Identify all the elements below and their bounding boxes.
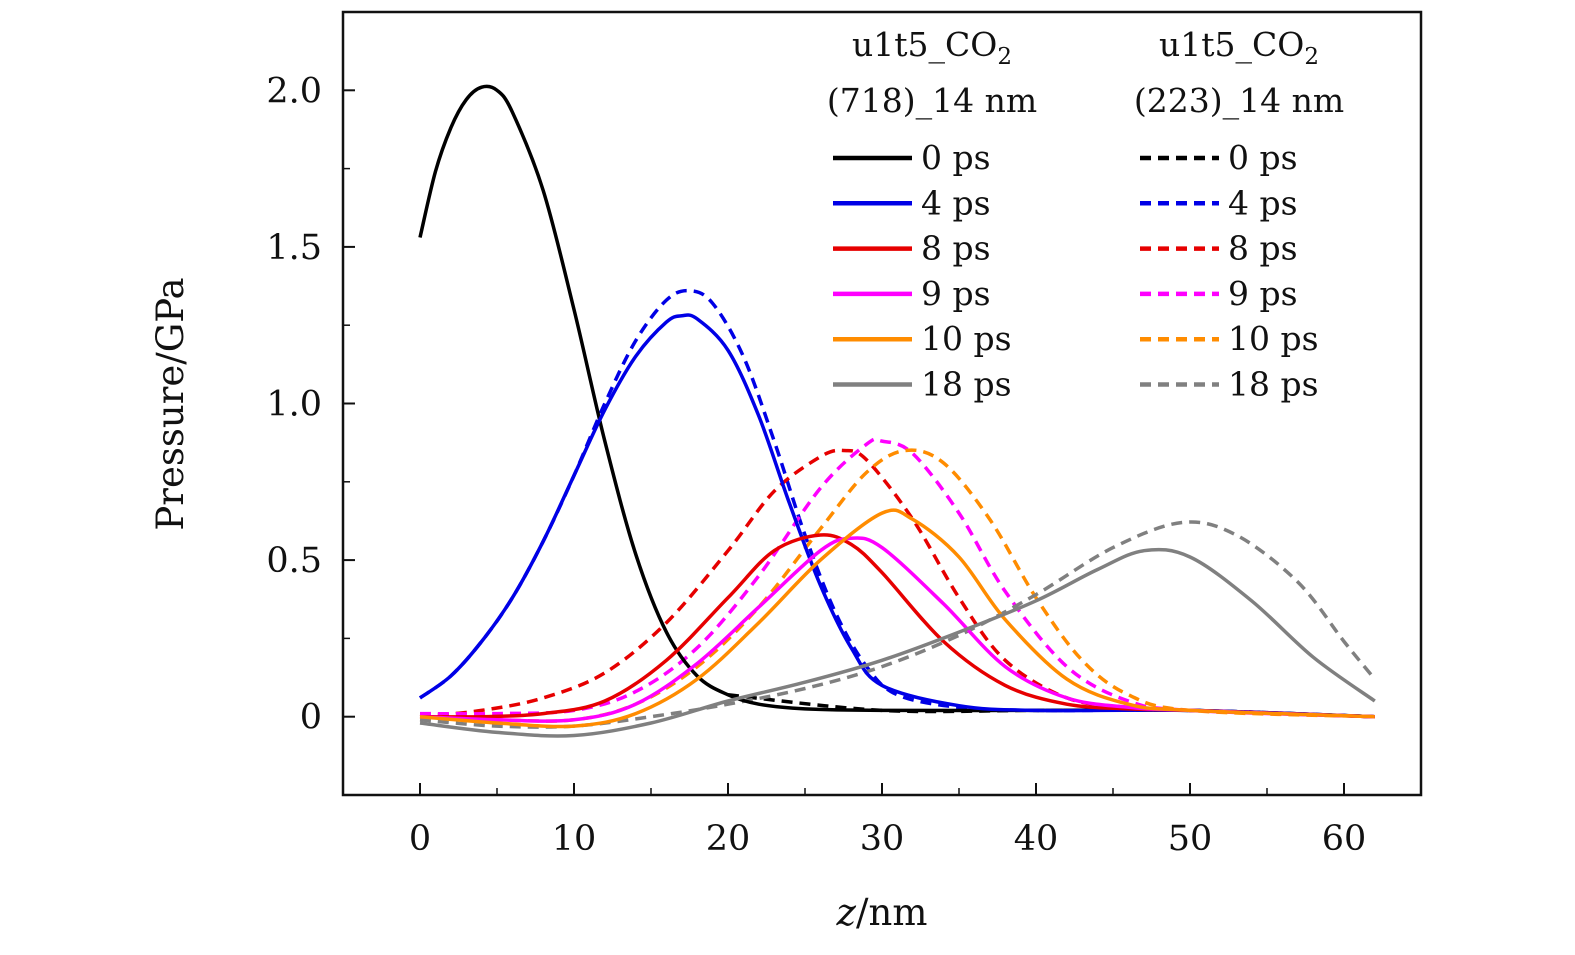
legend-label: 10 ps bbox=[1228, 319, 1319, 358]
series-line-dashed-10-ps bbox=[419, 448, 1375, 723]
x-axis-label: z/nm bbox=[836, 891, 928, 934]
series-line-solid-4-ps bbox=[418, 313, 1375, 719]
legend-heading-line2: (223)_14 nm bbox=[1134, 81, 1344, 121]
y-axis-label: Pressure/GPa bbox=[149, 277, 192, 530]
legend-label: 18 ps bbox=[1228, 365, 1319, 404]
plot-frame bbox=[341, 10, 1423, 797]
legend-label: 4 ps bbox=[921, 183, 991, 222]
legend-heading-line2: (718)_14 nm bbox=[827, 81, 1037, 121]
x-axis-variable: z bbox=[836, 891, 857, 934]
series-line-dashed-18-ps bbox=[419, 520, 1377, 729]
y-tick-label: 2.0 bbox=[266, 71, 322, 111]
x-tick-label: 20 bbox=[706, 819, 751, 859]
series-line-dashed-9-ps bbox=[419, 437, 1375, 719]
y-tick-label: 0 bbox=[300, 698, 322, 738]
legend-label: 8 ps bbox=[921, 229, 991, 268]
legend-label: 9 ps bbox=[1228, 274, 1298, 313]
y-tick-label: 1.0 bbox=[266, 385, 322, 425]
x-ticks: 0 10 20 30 40 50 60 bbox=[409, 783, 1366, 859]
y-tick-label: 0.5 bbox=[266, 541, 322, 581]
series-layer bbox=[418, 84, 1377, 738]
x-tick-label: 50 bbox=[1168, 819, 1213, 859]
y-ticks: 0 0.5 1.0 1.5 2.0 bbox=[266, 11, 355, 796]
legend-label: 0 ps bbox=[1228, 138, 1298, 177]
x-tick-label: 10 bbox=[552, 819, 597, 859]
x-tick-label: 40 bbox=[1014, 819, 1059, 859]
legend-label: 4 ps bbox=[1228, 183, 1298, 222]
legend-label: 18 ps bbox=[921, 365, 1012, 404]
series-line-solid-10-ps bbox=[419, 508, 1375, 729]
legend-label: 9 ps bbox=[921, 274, 991, 313]
legend-heading-line1: u1t5_CO2 bbox=[852, 25, 1012, 70]
y-tick-label: 1.5 bbox=[266, 228, 322, 268]
legend-label: 10 ps bbox=[921, 319, 1012, 358]
series-line-solid-9-ps bbox=[419, 536, 1375, 723]
x-axis-unit: /nm bbox=[856, 891, 927, 934]
x-tick-label: 60 bbox=[1322, 819, 1367, 859]
x-tick-label: 30 bbox=[860, 819, 905, 859]
series-line-solid-18-ps bbox=[419, 547, 1376, 738]
x-tick-label: 0 bbox=[409, 819, 431, 859]
series-line-solid-0-ps bbox=[418, 84, 1375, 719]
legend-heading-line1: u1t5_CO2 bbox=[1159, 25, 1319, 70]
legend-label: 8 ps bbox=[1228, 229, 1298, 268]
legend-label: 0 ps bbox=[921, 138, 991, 177]
legend: u1t5_CO2 (718)_14 nm 0 ps 4 ps 8 ps 9 ps 10 ps… bbox=[827, 25, 1344, 404]
